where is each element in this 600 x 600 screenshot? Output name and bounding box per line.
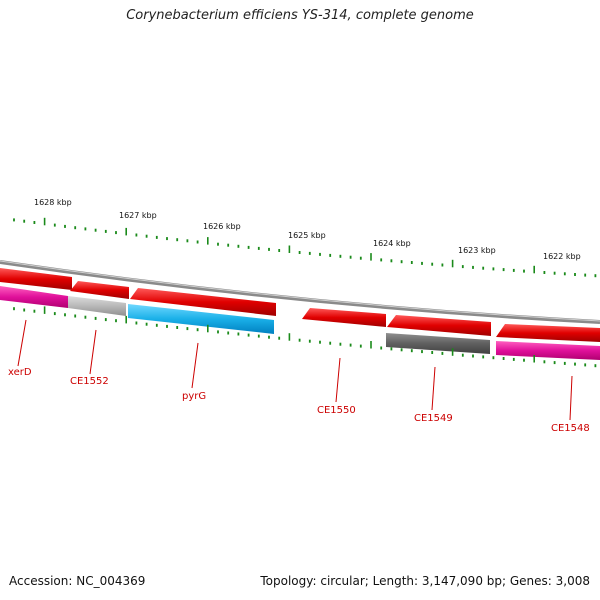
gene-label-CE1549[interactable]: CE1549 [414, 413, 453, 424]
forward-gene-arrow[interactable] [302, 308, 386, 327]
genome-summary: Topology: circular; Length: 3,147,090 bp… [260, 574, 590, 588]
scale-label-1628: 1628 kbp [34, 198, 72, 207]
page-title: Corynebacterium efficiens YS-314, comple… [126, 8, 474, 23]
leader-CE1548 [569, 375, 573, 421]
scale-label-1626: 1626 kbp [203, 222, 241, 231]
scale-label-1622: 1622 kbp [543, 252, 581, 261]
accession-text: Accession: NC_004369 [9, 574, 146, 588]
gene-label-CE1552[interactable]: CE1552 [70, 376, 109, 387]
gene-label-pyrG[interactable]: pyrG [182, 391, 206, 402]
gene-CE1549-bar[interactable] [386, 333, 490, 354]
forward-gene-arrow[interactable] [387, 315, 491, 336]
leader-pyrG [191, 342, 199, 389]
reverse-strand [0, 286, 600, 360]
genome-backbone-highlight [0, 260, 600, 322]
gene-pyrG-bar[interactable] [128, 304, 274, 334]
gene-CE1552-bar[interactable] [68, 296, 126, 316]
scale-label-1627: 1627 kbp [119, 211, 157, 220]
leader-CE1550 [335, 357, 341, 403]
scale-label-1624: 1624 kbp [373, 239, 411, 248]
leader-xerD [17, 319, 27, 367]
forward-gene-arrow[interactable] [0, 268, 72, 290]
outer-scale-ticks [13, 217, 597, 278]
gene-leaders [17, 319, 573, 421]
gene-CE1548-bar[interactable] [496, 341, 600, 360]
gene-xerD-bar[interactable] [0, 286, 68, 308]
gene-label-xerD[interactable]: xerD [8, 367, 32, 378]
forward-gene-arrow[interactable] [130, 288, 276, 316]
gene-label-CE1550[interactable]: CE1550 [317, 405, 356, 416]
gene-label-CE1548[interactable]: CE1548 [551, 423, 590, 434]
scale-label-1623: 1623 kbp [458, 246, 496, 255]
inner-scale-ticks [13, 306, 597, 368]
scale-label-1625: 1625 kbp [288, 231, 326, 240]
genome-backbone [0, 260, 600, 324]
scale-labels: 1628 kbp 1627 kbp 1626 kbp 1625 kbp 1624… [34, 198, 581, 261]
gene-labels: xerD CE1552 pyrG CE1550 CE1549 CE1548 [8, 367, 590, 434]
forward-gene-arrow[interactable] [70, 281, 129, 299]
forward-gene-arrow[interactable] [496, 324, 600, 342]
leader-CE1552 [89, 329, 97, 375]
leader-CE1549 [431, 366, 436, 411]
forward-strand [0, 268, 600, 342]
